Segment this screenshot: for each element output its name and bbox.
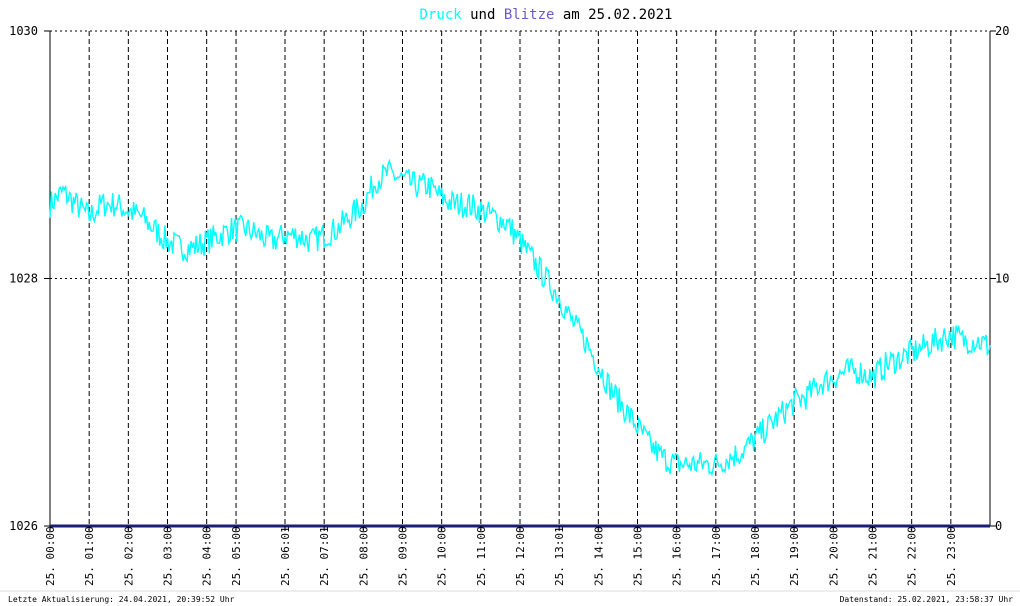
title-date: am 25.02.2021 [554, 7, 672, 23]
x-tick-label: 25. 01:00 [83, 526, 96, 586]
x-tick-label: 25. 17:00 [710, 526, 723, 586]
x-tick-label: 25. 19:00 [788, 526, 801, 586]
x-tick-label: 25. 18:00 [749, 526, 762, 586]
x-tick-label: 25. 02:00 [122, 526, 135, 586]
x-tick-label: 25. 00:00 [44, 526, 57, 586]
y-left-tick-label: 1030 [9, 24, 38, 38]
x-tick-label: 25. 16:00 [671, 526, 684, 586]
x-tick-label: 25. 06:01 [279, 526, 292, 586]
footer-right-text: Datenstand: 25.02.2021, 23:58:37 Uhr [840, 595, 1014, 604]
x-tick-label: 25. 20:00 [827, 526, 840, 586]
y-axis-left: 1026 1028 1030 [9, 24, 50, 533]
x-tick-label: 25. 07:01 [318, 526, 331, 586]
y-right-tick-label: 10 [995, 272, 1009, 286]
y-right-tick-label: 0 [995, 519, 1002, 533]
x-axis: 25. 00:00 25. 01:00 25. 02:00 25. 03:00 25. … [44, 526, 958, 586]
y-left-tick-label: 1026 [9, 519, 38, 533]
x-tick-label: 25. 08:00 [357, 526, 370, 586]
x-tick-label: 25. 11:00 [475, 526, 488, 586]
title-druck: Druck [420, 7, 463, 23]
x-tick-label: 25. 09:00 [397, 526, 410, 586]
y-right-tick-label: 20 [995, 24, 1009, 38]
x-tick-label: 25. 22:00 [906, 526, 919, 586]
title-blitze: Blitze [504, 7, 555, 23]
x-tick-label: 25. 21:00 [867, 526, 880, 586]
series-druck-line [49, 158, 991, 477]
title-und: und [462, 7, 504, 23]
x-tick-label: 25. 04:00 [201, 526, 214, 586]
y-axis-right: 0 10 20 [990, 24, 1009, 533]
x-tick-label: 25. 05:00 [230, 526, 243, 586]
x-tick-label: 25. 14:00 [592, 526, 605, 586]
x-tick-label: 25. 15:00 [632, 526, 645, 586]
chart-title: Druck und Blitze am 25.02.2021 [420, 7, 673, 23]
x-tick-label: 25. 10:00 [436, 526, 449, 586]
x-tick-label: 25. 12:00 [514, 526, 527, 586]
x-tick-label: 25. 03:00 [162, 526, 175, 586]
x-tick-label: 25. 13:01 [553, 526, 566, 586]
grid-lines [49, 30, 991, 526]
footer-left-text: Letzte Aktualisierung: 24.04.2021, 20:39… [8, 595, 235, 604]
y-left-tick-label: 1028 [9, 272, 38, 286]
x-tick-label: 25. 23:00 [945, 526, 958, 586]
